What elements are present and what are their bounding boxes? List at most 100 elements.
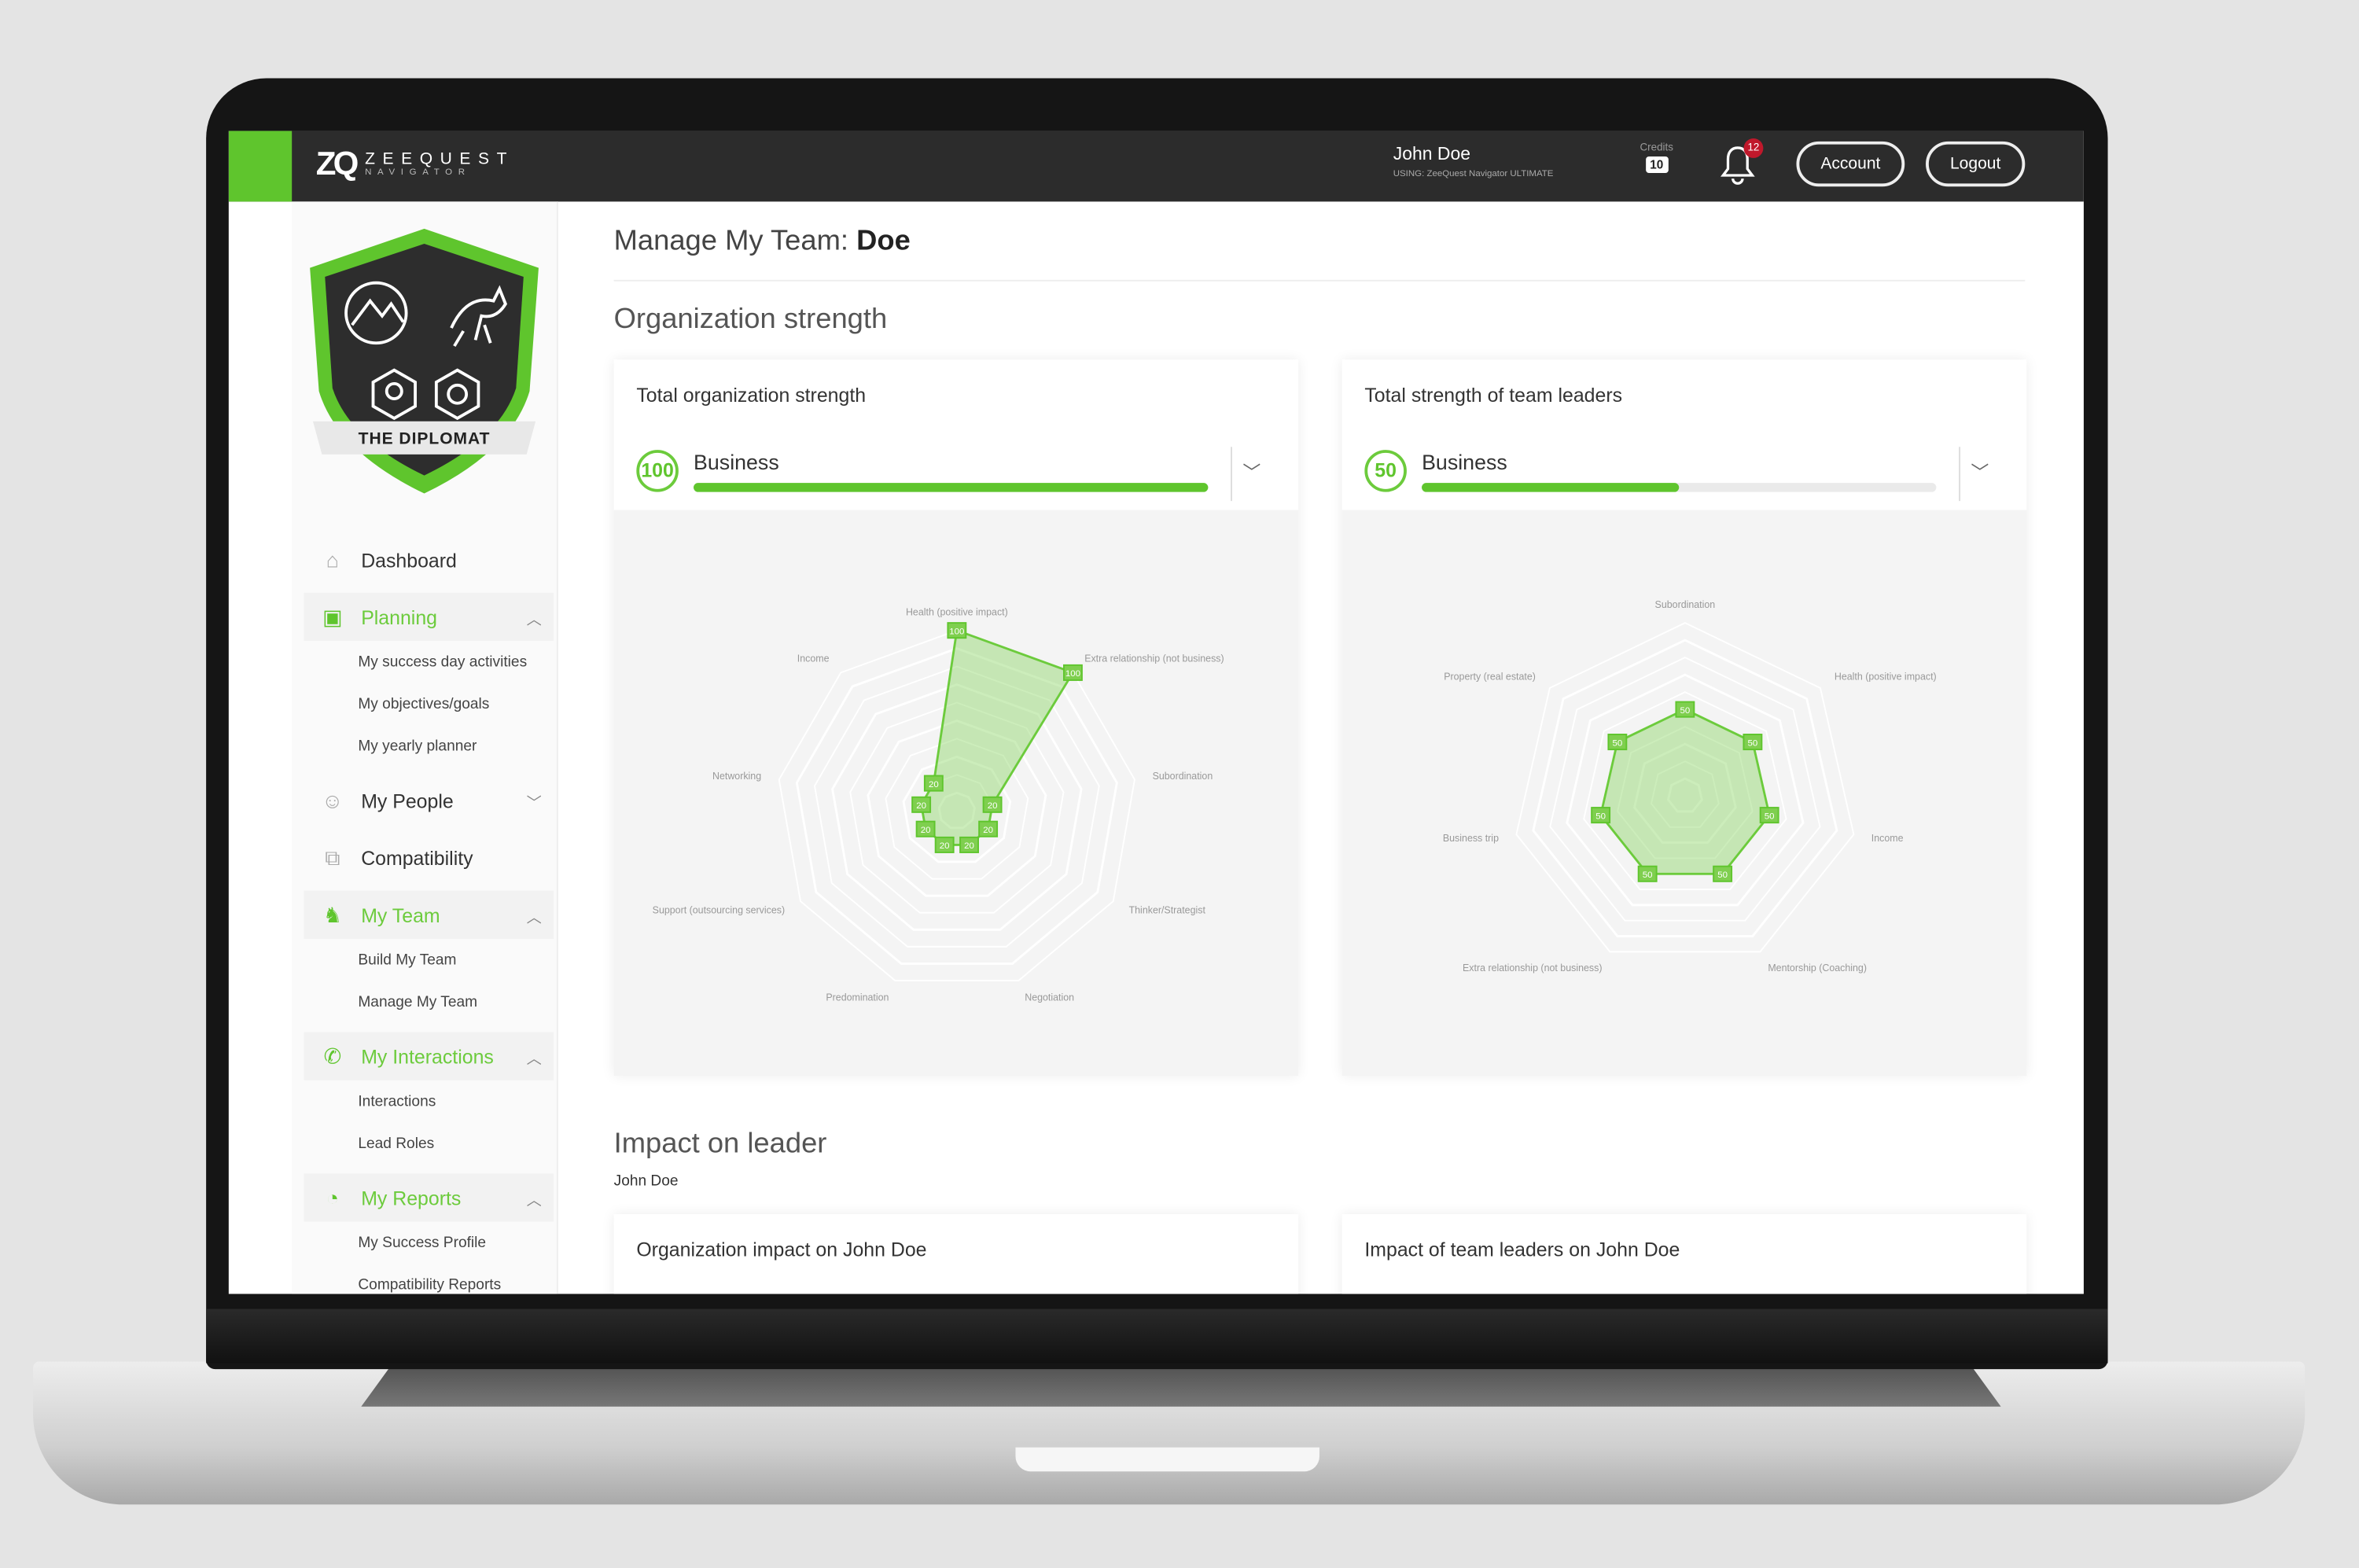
grid-ring	[795, 647, 1118, 965]
data-label: 50	[1748, 738, 1758, 748]
user-info[interactable]: John Doe USING: ZeeQuest Navigator ULTIM…	[1393, 143, 1554, 179]
grid-ring	[902, 755, 1012, 863]
progress-bar	[694, 483, 1209, 492]
sidebar-subitem[interactable]: Interactions	[358, 1093, 436, 1111]
sidebar-label: Planning	[361, 605, 438, 628]
data-label: 50	[1680, 706, 1691, 716]
progress-fill	[694, 483, 1209, 492]
user-plan: USING: ZeeQuest Navigator ULTIMATE	[1393, 170, 1554, 179]
score-circle: 100	[636, 450, 679, 492]
divider	[1231, 447, 1232, 502]
data-label: 50	[1595, 812, 1606, 821]
chevron-up-icon: ︿	[526, 909, 542, 926]
sidebar-label: My Interactions	[361, 1044, 494, 1068]
sidebar-item-my-reports[interactable]: ◔ My Reports ︿	[304, 1173, 554, 1222]
grid-ring	[1515, 622, 1855, 953]
data-label: 50	[1643, 870, 1653, 880]
user-name: John Doe	[1393, 142, 1471, 164]
sidebar-subitem[interactable]: My objectives/goals	[358, 696, 490, 713]
category-select[interactable]: Business	[1422, 450, 1507, 474]
chart-card-organization: Total organization strength 100 Business…	[613, 359, 1299, 1077]
axis-label: Thinker/Strategist	[1129, 904, 1206, 915]
axis-label: Subordination	[1153, 771, 1213, 782]
credits: Credits 10	[1640, 142, 1673, 174]
impact-card-organization: Organization impact on John Doe	[613, 1214, 1299, 1294]
sidebar-subitem[interactable]: My yearly planner	[358, 738, 477, 756]
sidebar-item-planning[interactable]: ▣ Planning ︿	[304, 592, 554, 642]
sidebar-item-my-interactions[interactable]: ✆ My Interactions ︿	[304, 1032, 554, 1080]
data-point	[911, 796, 932, 813]
grid-ring	[1566, 673, 1805, 907]
sidebar: THE DIPLOMAT ⌂ Dashboard ▣ Planning ︿ My su…	[292, 201, 558, 1294]
logo[interactable]: ZQ ZEEQUEST NAVIGATOR	[316, 145, 514, 184]
category-select[interactable]: Business	[694, 450, 779, 474]
grid-ring	[849, 701, 1065, 914]
logout-button[interactable]: Logout	[1926, 141, 2026, 187]
diplomat-shield-badge	[310, 228, 539, 494]
team-icon: ♞	[322, 902, 342, 926]
grid-ring	[813, 665, 1100, 948]
page-title: Manage My Team: Doe	[614, 226, 911, 259]
grid-ring	[778, 629, 1135, 981]
axis-label: Subordination	[1655, 599, 1716, 610]
sidebar-label: My Team	[361, 903, 440, 926]
menu-toggle[interactable]	[228, 131, 293, 202]
axis-label: Predomination	[826, 992, 889, 1003]
sidebar-subitem[interactable]: Compatibility Reports	[358, 1277, 502, 1294]
sidebar-item-my-people[interactable]: ☺ My People ﹀	[304, 776, 554, 824]
sidebar-item-compatibility[interactable]: ⧉ Compatibility	[304, 834, 554, 882]
sidebar-subitem[interactable]: My Success Profile	[358, 1235, 487, 1252]
data-label: 20	[964, 841, 974, 851]
chevron-down-icon[interactable]: ﹀	[1242, 462, 1261, 484]
card-title: Total organization strength	[636, 383, 867, 407]
section-title: Organization strength	[613, 304, 888, 336]
badge-title: THE DIPLOMAT	[358, 430, 491, 449]
data-point	[1743, 734, 1763, 751]
main-content: Manage My Team: Doe Organization strengt…	[557, 201, 2084, 1294]
sidebar-label: My People	[361, 789, 454, 812]
data-point	[915, 820, 936, 837]
data-point	[959, 836, 980, 853]
axis-label: Networking	[712, 771, 761, 782]
chevron-up-icon: ︿	[526, 1051, 542, 1068]
data-point	[1637, 865, 1658, 882]
sidebar-subitem[interactable]: Manage My Team	[358, 994, 478, 1011]
sidebar-subitem[interactable]: Build My Team	[358, 952, 457, 970]
data-label: 50	[1613, 738, 1623, 748]
axis-label: Extra relationship (not business)	[1084, 653, 1224, 664]
grid-ring	[1632, 742, 1737, 845]
account-button[interactable]: Account	[1796, 141, 1905, 187]
score-circle: 50	[1364, 450, 1407, 492]
chart-card-team-leaders: Total strength of team leaders 50 Busine…	[1341, 359, 2027, 1077]
data-point	[978, 820, 999, 837]
sidebar-item-dashboard[interactable]: ⌂ Dashboard	[304, 536, 554, 583]
credits-label: Credits	[1640, 142, 1673, 154]
grid-ring	[1549, 657, 1821, 922]
sidebar-label: Compatibility	[361, 846, 473, 869]
chevron-down-icon[interactable]: ﹀	[1971, 462, 1989, 484]
logo-mark: ZQ	[315, 144, 359, 182]
data-label: 50	[1717, 870, 1728, 880]
title-prefix: Manage My Team:	[613, 225, 849, 258]
grid-ring	[1583, 691, 1787, 891]
data-point	[923, 775, 944, 792]
sidebar-subitem[interactable]: My success day activities	[358, 654, 528, 672]
laptop-notch	[1015, 1447, 1319, 1472]
title-name: Doe	[856, 225, 911, 258]
sidebar-label: Dashboard	[361, 548, 457, 572]
logo-name: ZEEQUEST	[365, 150, 515, 169]
sidebar-subitem[interactable]: Lead Roles	[358, 1136, 435, 1153]
data-point	[1591, 807, 1611, 824]
chevron-up-icon: ︿	[526, 1192, 542, 1209]
progress-fill	[1422, 483, 1680, 492]
grid-ring	[1666, 777, 1703, 813]
sidebar-label: My Reports	[361, 1186, 462, 1209]
sidebar-item-my-team[interactable]: ♞ My Team ︿	[304, 890, 554, 939]
data-label: 100	[949, 627, 964, 636]
app-screen: ZQ ZEEQUEST NAVIGATOR John Doe USING: Zee…	[228, 131, 2084, 1294]
impact-card-team-leaders: Impact of team leaders on John Doe	[1341, 1214, 2027, 1294]
grid-ring	[885, 738, 1029, 880]
chevron-up-icon: ︿	[526, 611, 542, 628]
grid-ring	[867, 719, 1047, 897]
data-label: 20	[940, 841, 950, 851]
